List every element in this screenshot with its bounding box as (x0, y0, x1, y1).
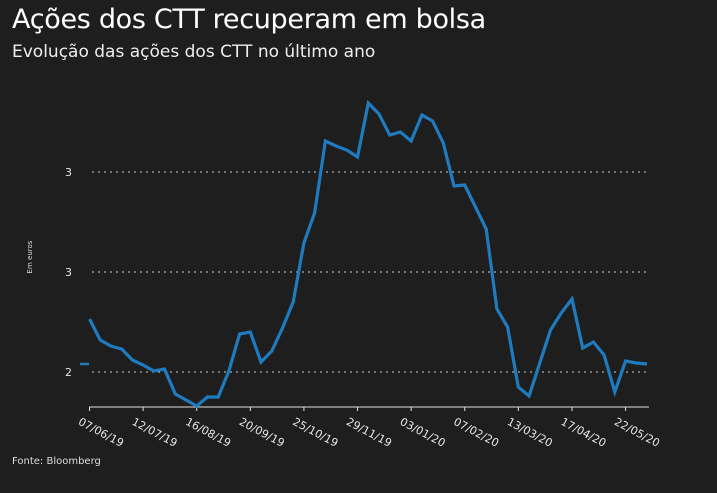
x-tick-label: 29/11/19 (344, 415, 394, 450)
x-tick-label: 07/06/19 (76, 415, 126, 450)
x-tick-label: 22/05/20 (612, 415, 662, 450)
y-tick-label: 3 (65, 266, 72, 279)
x-tick-label: 03/01/20 (398, 415, 448, 450)
x-tick-label: 16/08/19 (183, 415, 233, 450)
x-tick-label: 20/09/19 (237, 415, 287, 450)
x-tick-label: 13/03/20 (505, 415, 555, 450)
chart-subtitle: Evolução das ações dos CTT no último ano (12, 42, 376, 62)
y-tick-label: 2 (65, 366, 72, 379)
x-tick-label: 25/10/19 (291, 415, 341, 450)
chart-title: Ações dos CTT recuperam em bolsa (12, 4, 486, 35)
y-tick-label: 3 (65, 166, 72, 179)
x-tick-label: 07/02/20 (451, 415, 501, 450)
source-note: Fonte: Bloomberg (12, 456, 101, 467)
x-tick-label: 12/07/19 (130, 415, 180, 450)
x-tick-label: 17/04/20 (559, 415, 609, 450)
series-line (88, 99, 648, 408)
y-axis-label: Em euros (26, 240, 34, 273)
